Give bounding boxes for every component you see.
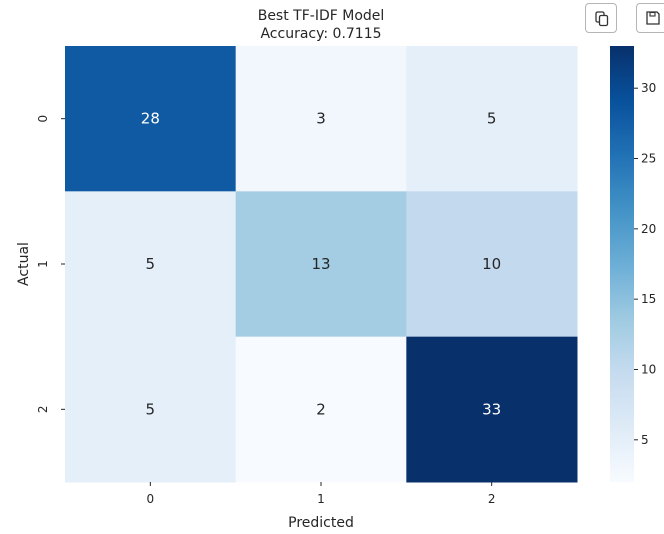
colorbar-ticks: 5 10 15 20 25 30	[634, 81, 656, 447]
cell-value-label: 28	[141, 110, 160, 128]
colorbar-tick-label: 30	[641, 81, 656, 95]
copy-button[interactable]	[585, 3, 617, 33]
colorbar-tick-label: 25	[641, 152, 656, 166]
heatmap-cell	[235, 46, 407, 192]
chart-title: Best TF-IDF Model	[258, 8, 385, 24]
cell-value-label: 2	[316, 400, 326, 418]
x-tick-label: 0	[147, 492, 155, 506]
x-tick-labels: 0 1 2	[147, 482, 496, 506]
cell-value-label: 33	[482, 400, 501, 418]
y-tick-label: 2	[36, 406, 50, 414]
colorbar-tick-label: 5	[641, 433, 649, 447]
heatmap-cell	[235, 191, 407, 338]
colorbar-tick-label: 20	[641, 222, 656, 236]
copy-icon	[595, 11, 609, 27]
save-button[interactable]	[636, 3, 664, 33]
heatmap-cell	[235, 336, 407, 483]
heatmap-cells: 28 3 5 5 13 10 5 2 33	[65, 46, 578, 483]
x-tick-label: 1	[317, 492, 325, 506]
y-tick-labels: 0 1 2	[36, 115, 65, 413]
cell-value-label: 5	[146, 400, 156, 418]
heatmap-cell	[65, 336, 237, 483]
cell-value-label: 5	[146, 255, 156, 273]
heatmap-cell	[406, 46, 578, 192]
heatmap-cell	[65, 191, 237, 338]
cell-value-label: 5	[487, 110, 497, 128]
colorbar	[610, 46, 634, 482]
y-tick-label: 1	[36, 260, 50, 268]
chart-subtitle: Accuracy: 0.7115	[260, 26, 381, 42]
cell-value-label: 10	[482, 255, 501, 273]
y-axis-label: Actual	[16, 242, 32, 286]
x-axis-label: Predicted	[288, 515, 354, 531]
heatmap-cell	[406, 191, 578, 338]
colorbar-tick-label: 15	[641, 292, 656, 306]
x-tick-label: 2	[488, 492, 496, 506]
save-icon	[646, 11, 660, 25]
colorbar-tick-label: 10	[641, 362, 656, 376]
heatmap-cell	[406, 336, 578, 483]
heatmap-cell	[65, 46, 237, 192]
cell-value-label: 3	[316, 110, 326, 128]
cell-value-label: 13	[311, 255, 330, 273]
y-tick-label: 0	[36, 115, 50, 123]
